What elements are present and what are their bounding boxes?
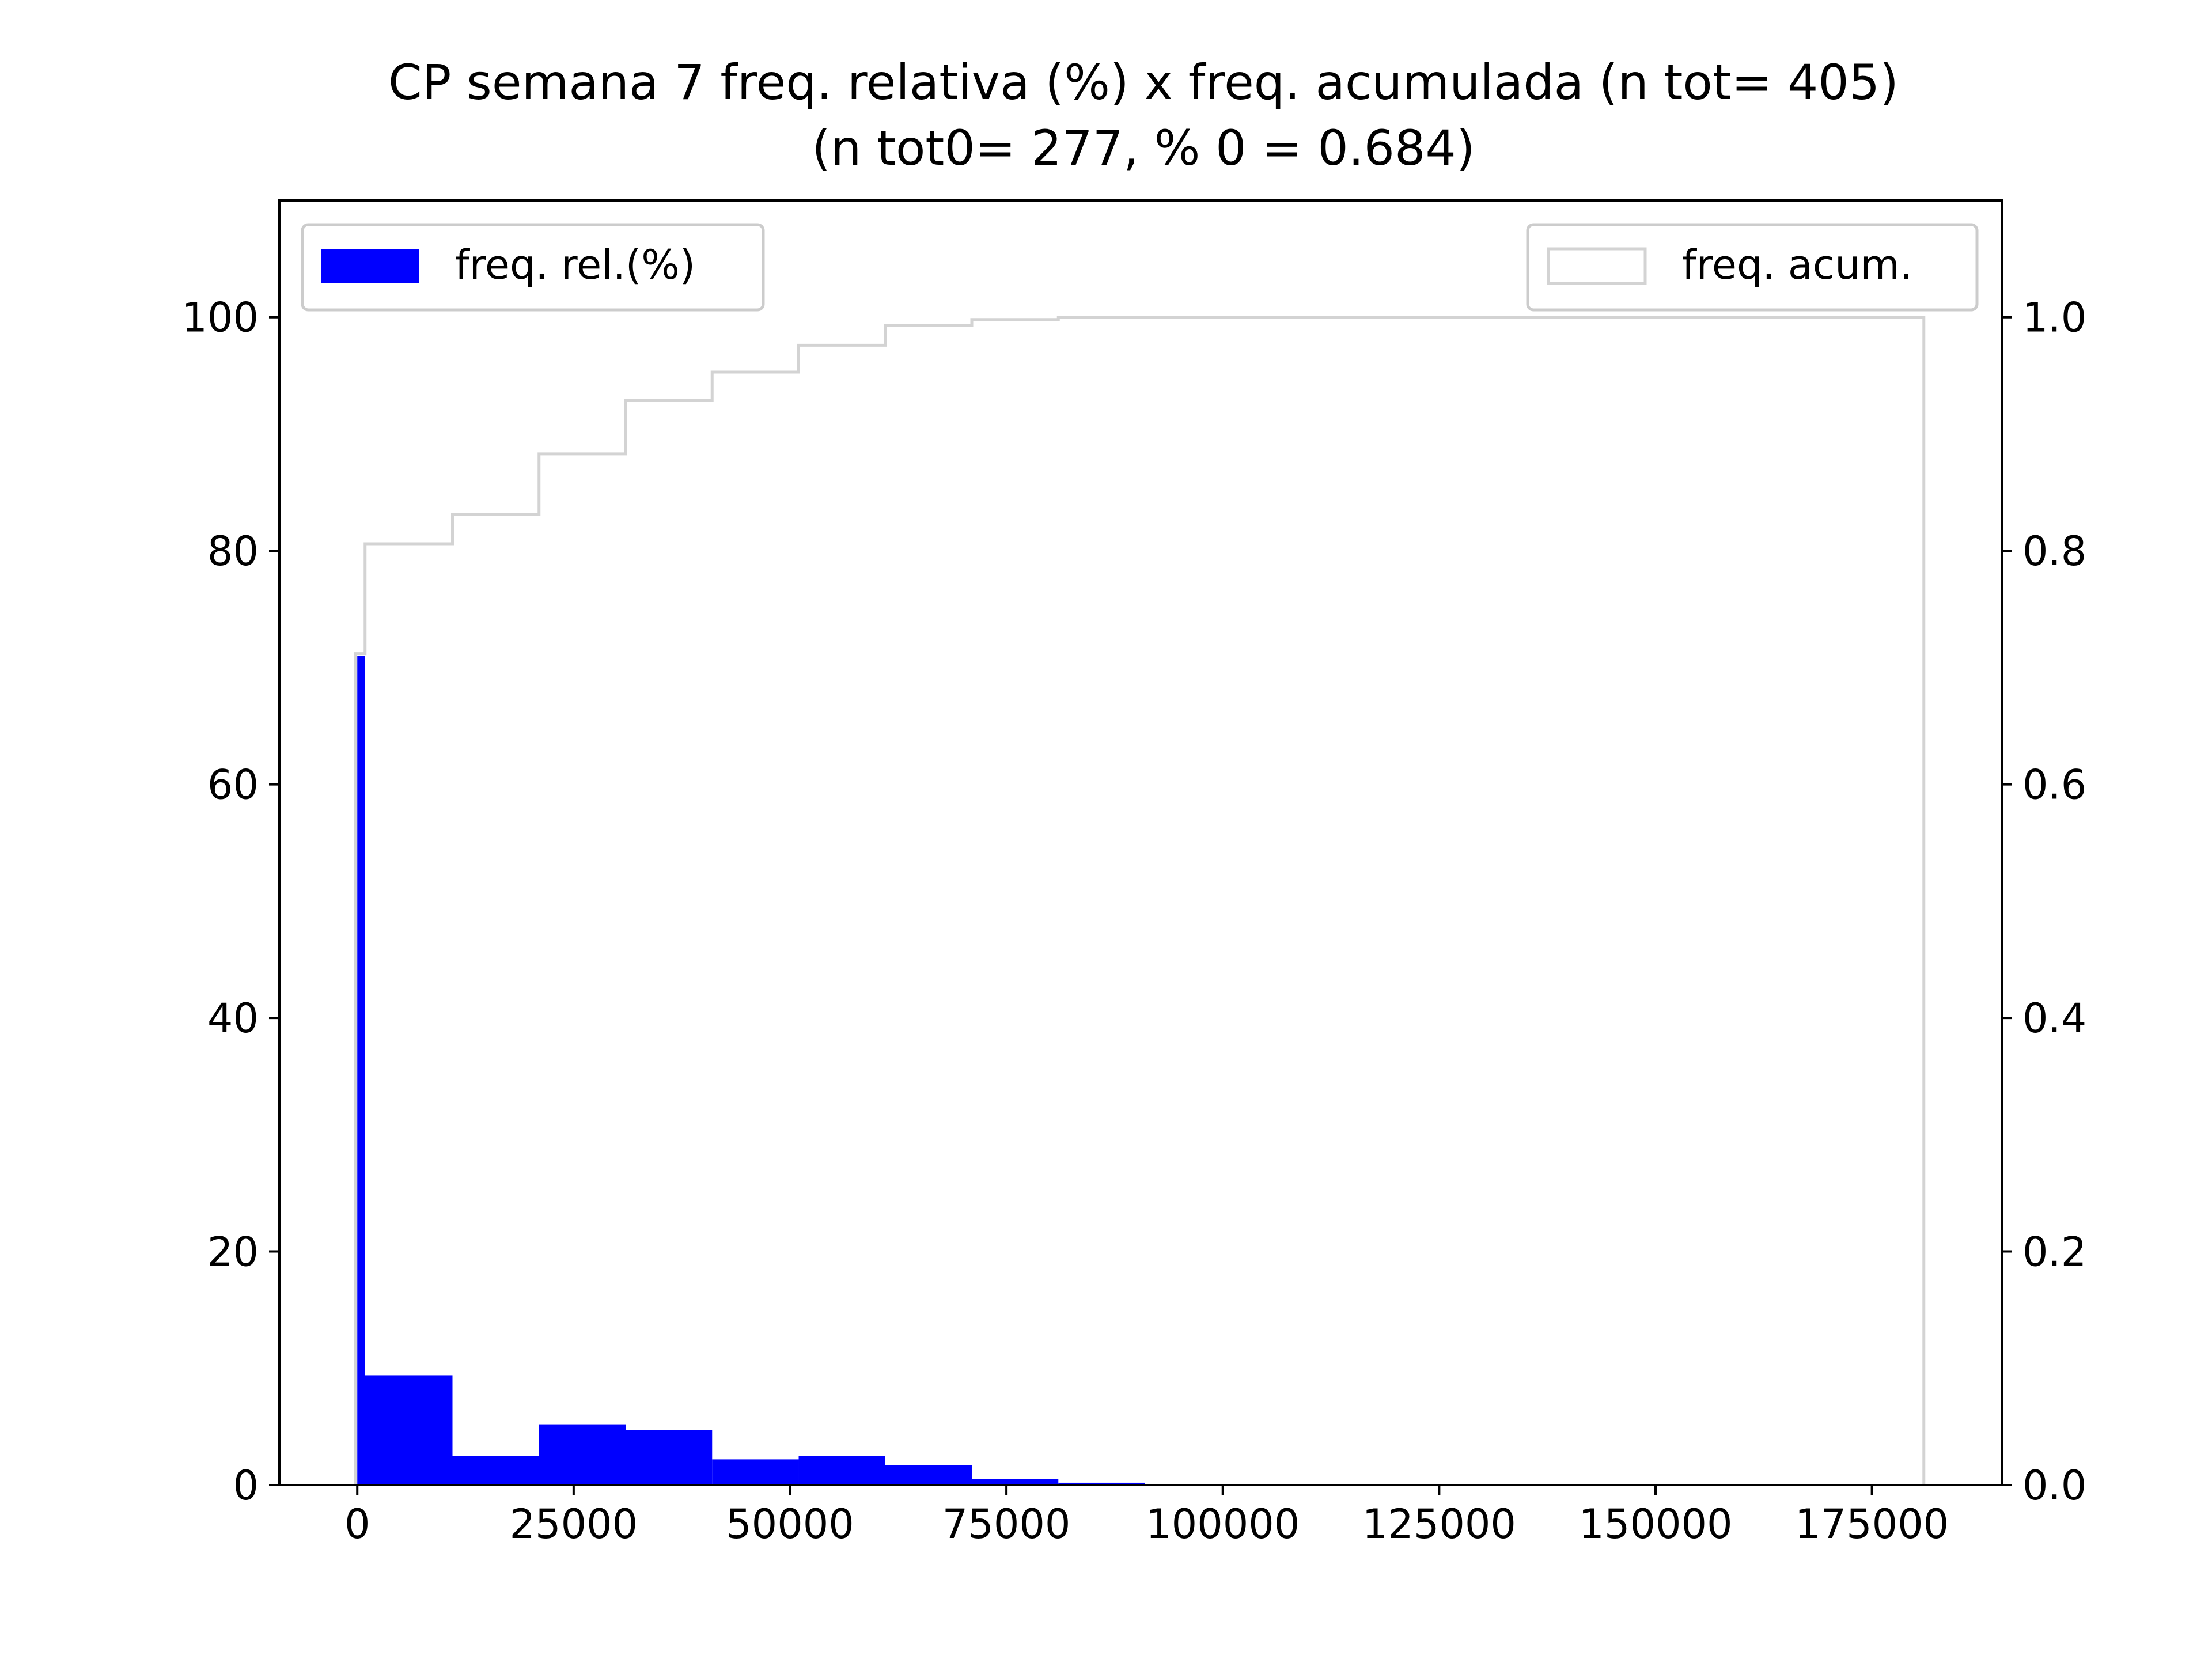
y-tick-label-4: 80 [207, 528, 259, 575]
y2-tick-label-2: 0.4 [2022, 995, 2086, 1042]
histogram-bar-4 [626, 1430, 713, 1485]
y2-tick-label-1: 0.2 [2022, 1229, 2086, 1276]
legend-freq-acum-swatch [1547, 247, 1647, 285]
legend-freq-rel-box [301, 223, 765, 312]
legend-freq-acum: freq. acum. [1526, 223, 1979, 312]
chart-title: CP semana 7 freq. relativa (%) x freq. a… [388, 54, 1899, 111]
x-tick-label-2: 50000 [726, 1501, 854, 1548]
legends: freq. rel.(%) freq. acum. [301, 223, 1979, 312]
histogram-bar-5 [712, 1459, 799, 1485]
x-tick-label-3: 75000 [942, 1501, 1071, 1548]
histogram-bar-9 [1058, 1482, 1145, 1485]
axes: 0 25000 50000 75000 100000 125000 150000 175000… [181, 199, 2086, 1548]
legend-freq-rel: freq. rel.(%) [301, 223, 765, 312]
y-tick-label-5: 100 [181, 294, 259, 342]
histogram-bar-1 [365, 1375, 453, 1485]
y2-tick-label-0: 0.0 [2022, 1462, 2086, 1509]
histogram-bar-8 [972, 1479, 1059, 1485]
y2-tick-label-3: 0.6 [2022, 762, 2086, 809]
histogram-bar-0 [357, 656, 365, 1485]
x-tick-label-0: 0 [344, 1501, 370, 1548]
y-tick-label-1: 20 [207, 1229, 259, 1276]
x-tick-label-6: 150000 [1578, 1501, 1732, 1548]
legend-freq-acum-box [1526, 223, 1979, 312]
histogram-bar-2 [452, 1456, 539, 1485]
y-tick-label-2: 40 [207, 995, 259, 1042]
legend-freq-rel-swatch [321, 249, 419, 283]
chart-subtitle: (n tot0= 277, % 0 = 0.684) [812, 120, 1475, 176]
histogram-bar-7 [885, 1465, 972, 1485]
x-tick-label-7: 175000 [1795, 1501, 1949, 1548]
histogram-bar-3 [539, 1424, 626, 1485]
y2-tick-label-4: 0.8 [2022, 528, 2086, 575]
axes-frame [278, 199, 2003, 1486]
y-tick-label-3: 60 [207, 762, 259, 809]
x-tick-label-4: 100000 [1146, 1501, 1300, 1548]
x-tick-label-5: 125000 [1362, 1501, 1516, 1548]
legend-freq-rel-label: freq. rel.(%) [455, 241, 695, 289]
y2-tick-label-5: 1.0 [2022, 294, 2086, 342]
histogram-bar-6 [798, 1456, 885, 1485]
y-tick-label-0: 0 [233, 1462, 259, 1509]
legend-freq-acum-label: freq. acum. [1682, 241, 1912, 289]
x-tick-label-1: 25000 [510, 1501, 638, 1548]
cumulative-step-line [354, 316, 1926, 1485]
plot-area [354, 316, 1926, 1485]
